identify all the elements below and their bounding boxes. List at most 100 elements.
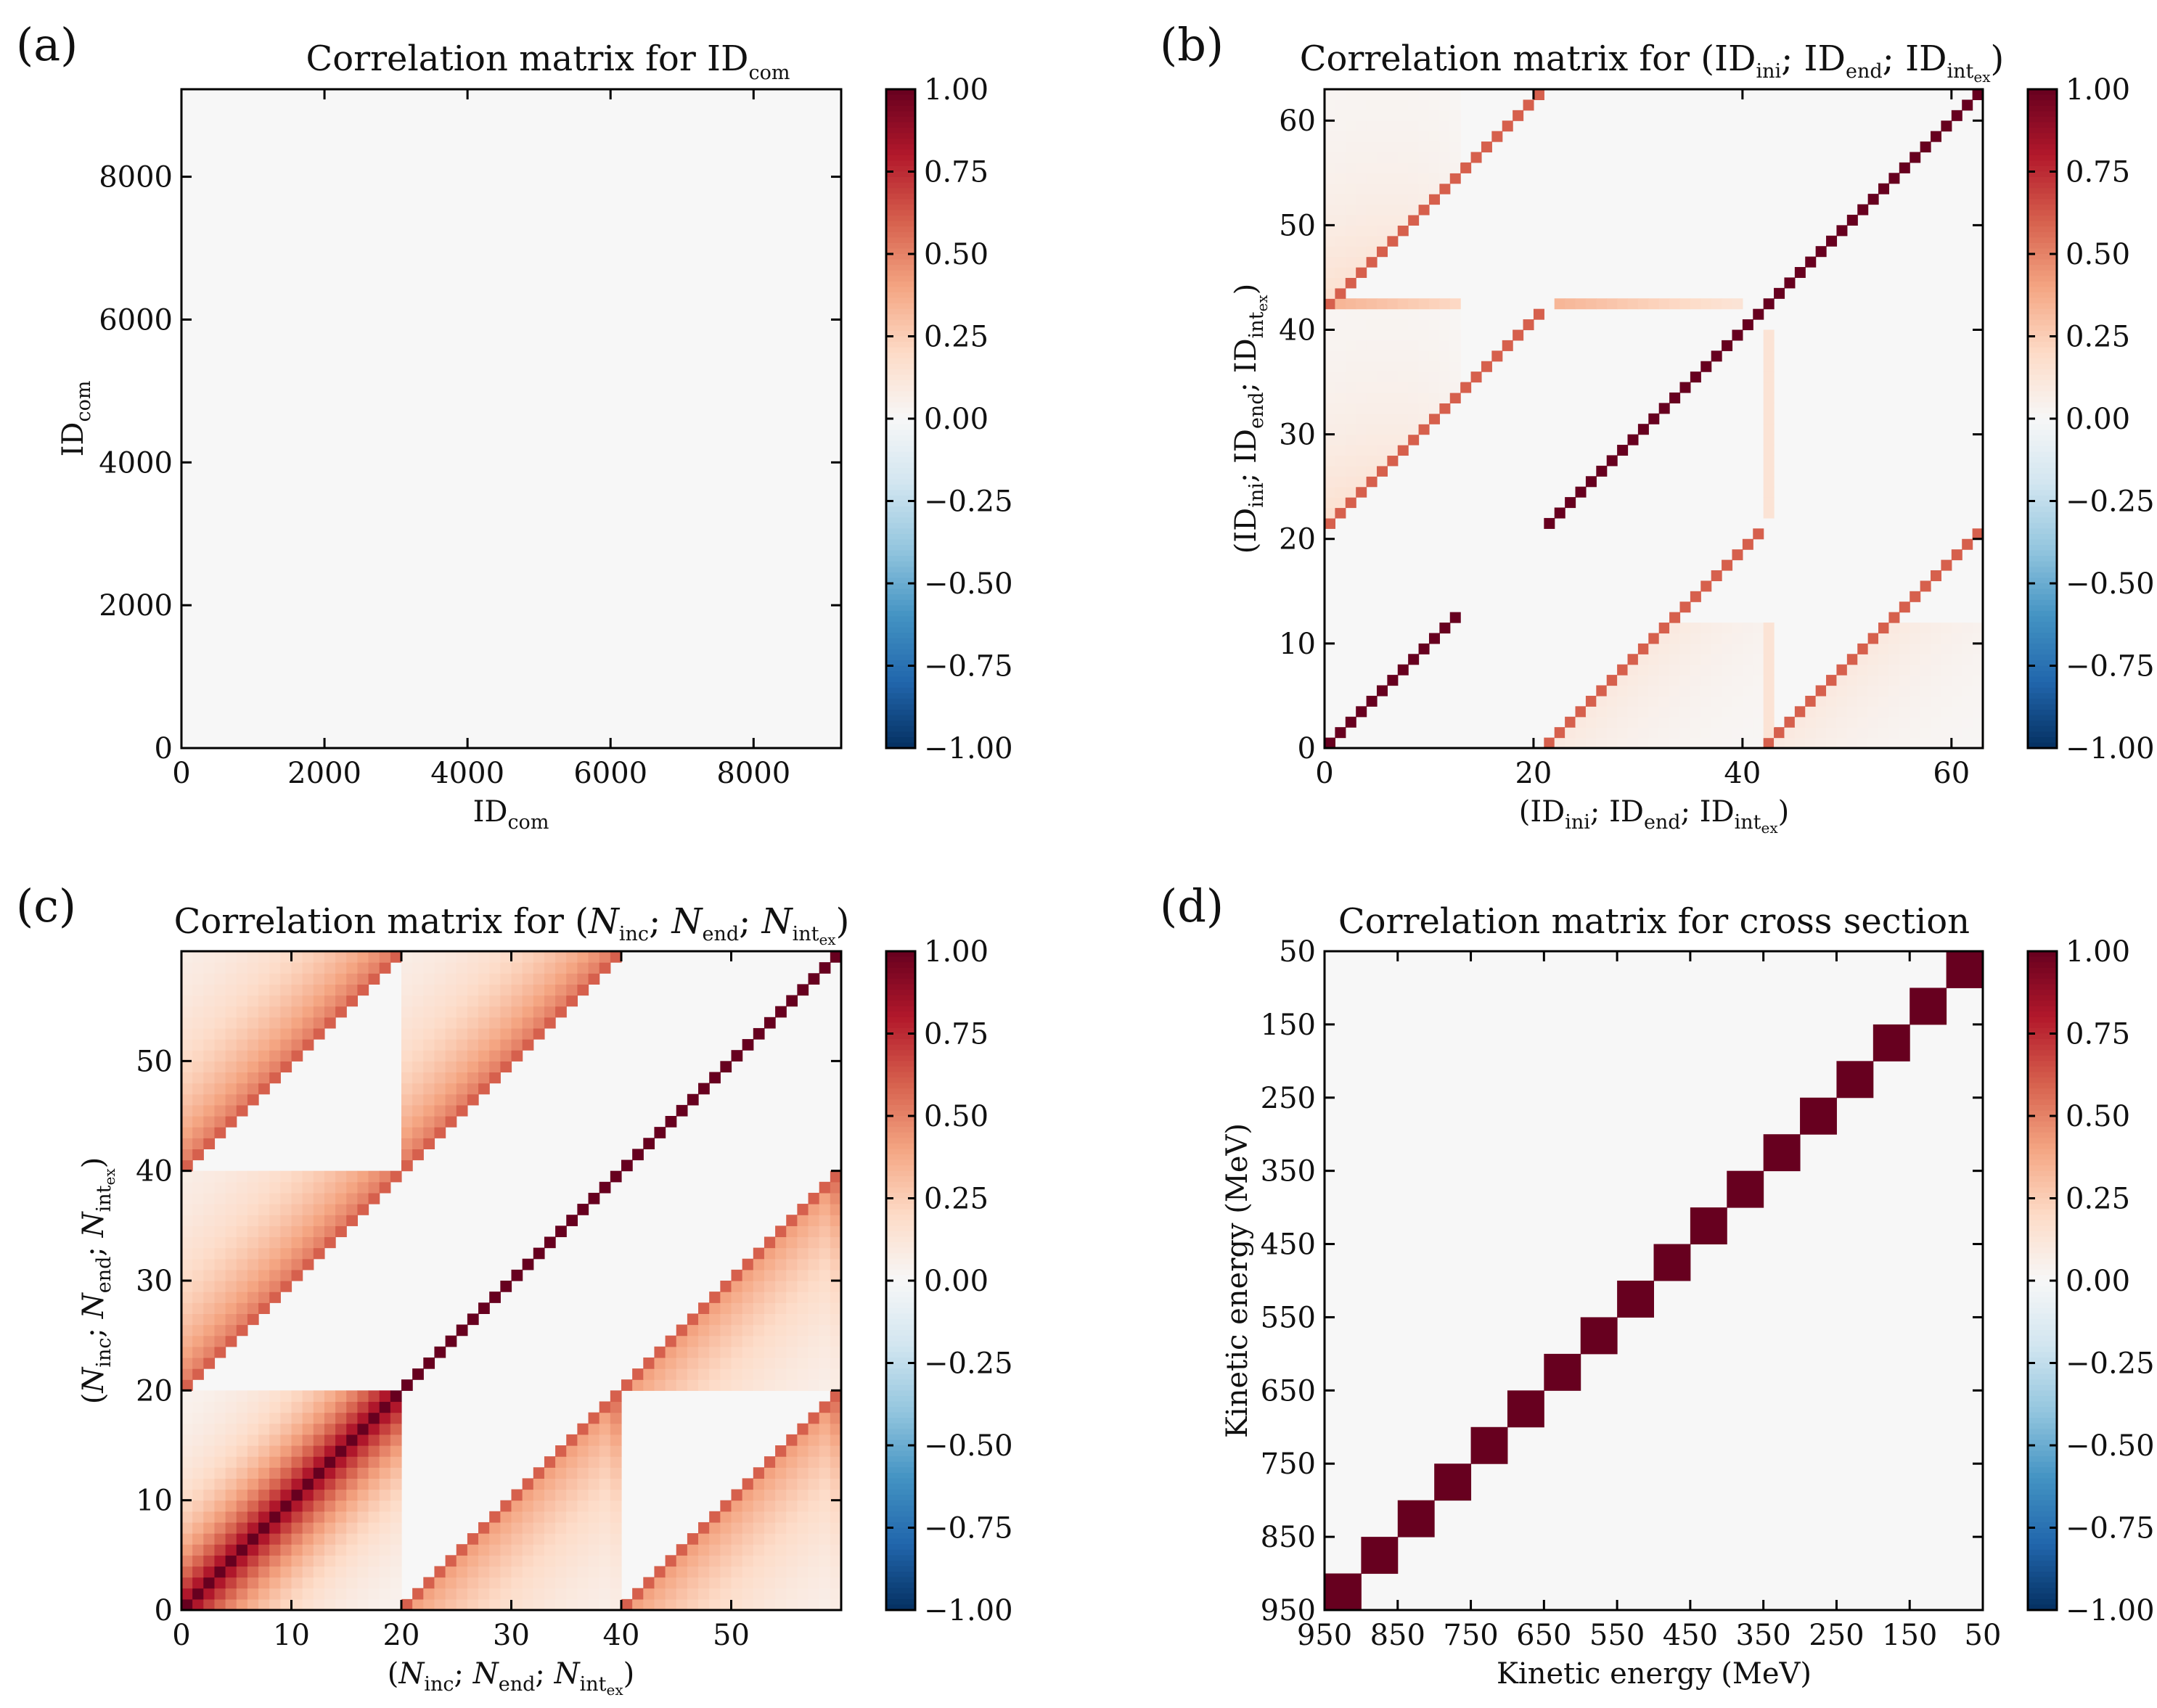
heatmap-cell bbox=[1345, 424, 1356, 435]
heatmap-cell bbox=[181, 1555, 193, 1567]
colorbar-segment bbox=[886, 654, 915, 661]
heatmap-cell bbox=[1418, 424, 1430, 435]
heatmap-cell bbox=[335, 1456, 347, 1468]
heatmap-cell bbox=[203, 1544, 216, 1556]
heatmap-cell bbox=[225, 1093, 237, 1106]
colorbar-segment bbox=[2028, 1560, 2057, 1567]
heatmap-cell bbox=[357, 973, 369, 985]
heatmap-cell bbox=[1690, 591, 1701, 602]
heatmap-cell bbox=[192, 1292, 204, 1303]
heatmap-cell bbox=[819, 1456, 831, 1468]
heatmap-cell bbox=[434, 1017, 446, 1029]
heatmap-cell bbox=[1910, 675, 1921, 686]
heatmap-cell bbox=[1690, 675, 1701, 686]
heatmap-cell bbox=[1763, 643, 1775, 654]
colorbar-segment bbox=[886, 1143, 915, 1150]
heatmap-cell bbox=[236, 1006, 248, 1018]
heatmap-cell bbox=[269, 1247, 281, 1260]
y-tick-label: 10 bbox=[136, 1485, 173, 1518]
heatmap-cell bbox=[1637, 654, 1649, 665]
colorbar-segment bbox=[2028, 237, 2057, 244]
heatmap-cell bbox=[775, 1478, 787, 1490]
heatmap-cell bbox=[1376, 141, 1388, 153]
heatmap-cell bbox=[467, 1006, 479, 1018]
heatmap-cell bbox=[1387, 214, 1399, 226]
heatmap-cell bbox=[1920, 695, 1931, 707]
colorbar-segment bbox=[2028, 528, 2057, 535]
heatmap-cell bbox=[797, 1258, 809, 1270]
heatmap-cell bbox=[456, 1104, 468, 1117]
heatmap-cell bbox=[764, 1269, 776, 1281]
heatmap-cell bbox=[1658, 695, 1670, 707]
heatmap-cell bbox=[731, 1522, 743, 1534]
heatmap-cell bbox=[1428, 131, 1440, 142]
heatmap-cell bbox=[533, 1489, 545, 1501]
heatmap-cell bbox=[1774, 737, 1785, 749]
heatmap-cell bbox=[1449, 141, 1461, 153]
heatmap-cell bbox=[1867, 675, 1879, 686]
colorbar-segment bbox=[886, 402, 915, 408]
heatmap-cell bbox=[489, 973, 501, 985]
heatmap-cell bbox=[192, 973, 204, 985]
heatmap-cell bbox=[269, 1039, 281, 1051]
heatmap-cell bbox=[1878, 737, 1890, 749]
heatmap-cell bbox=[346, 973, 358, 985]
heatmap-cell bbox=[214, 1522, 226, 1534]
colorbar-segment bbox=[2028, 1527, 2057, 1534]
heatmap-cell bbox=[830, 1412, 842, 1424]
heatmap-cell bbox=[335, 1598, 347, 1611]
x-tick-label: 550 bbox=[1589, 1619, 1645, 1652]
heatmap-cell bbox=[1941, 727, 1952, 739]
heatmap-cell bbox=[379, 1555, 391, 1567]
heatmap-cell bbox=[291, 1522, 303, 1534]
heatmap-cell bbox=[775, 1269, 787, 1281]
heatmap-cell bbox=[236, 1456, 248, 1468]
heatmap-cell bbox=[1763, 434, 1775, 446]
heatmap-cell bbox=[1408, 319, 1420, 331]
colorbar-segment bbox=[2028, 726, 2057, 733]
heatmap-cell bbox=[544, 984, 556, 996]
heatmap-cell bbox=[1335, 445, 1346, 456]
heatmap-cell bbox=[269, 1423, 281, 1435]
heatmap-cell bbox=[489, 1511, 501, 1523]
colorbar-segment bbox=[886, 165, 915, 173]
colorbar-segment bbox=[2028, 1341, 2057, 1347]
colorbar-segment bbox=[2028, 495, 2057, 502]
heatmap-cell bbox=[313, 1489, 325, 1501]
heatmap-cell bbox=[258, 951, 270, 963]
colorbar-segment bbox=[2028, 1110, 2057, 1117]
heatmap-cell bbox=[379, 1522, 391, 1534]
heatmap-cell bbox=[764, 1577, 776, 1589]
colorbar-segment bbox=[886, 550, 915, 557]
heatmap-cell bbox=[797, 1204, 809, 1215]
heatmap-cell bbox=[1356, 267, 1367, 279]
heatmap-cell bbox=[687, 1598, 699, 1611]
heatmap-cell bbox=[1763, 716, 1775, 728]
heatmap-cell bbox=[302, 1511, 314, 1523]
panel-c-label: (c) bbox=[16, 879, 76, 932]
heatmap-cell bbox=[280, 951, 292, 963]
heatmap-cell bbox=[467, 1577, 479, 1589]
colorbar-segment bbox=[2028, 1582, 2057, 1589]
heatmap-cell bbox=[203, 1269, 216, 1281]
heatmap-cell bbox=[1951, 716, 1962, 728]
heatmap-cell bbox=[302, 1555, 314, 1567]
heatmap-cell bbox=[302, 1456, 314, 1468]
colorbar-segment bbox=[2028, 594, 2057, 601]
heatmap-cell bbox=[753, 1598, 765, 1611]
colorbar-segment bbox=[2028, 1236, 2057, 1243]
heatmap-cell bbox=[808, 1423, 820, 1435]
colorbar-segment bbox=[2028, 545, 2057, 551]
heatmap-cell bbox=[555, 1489, 567, 1501]
heatmap-cell bbox=[709, 1511, 721, 1523]
heatmap-cell bbox=[1946, 951, 1984, 988]
heatmap-cell bbox=[753, 1489, 765, 1501]
heatmap-cell bbox=[324, 962, 336, 974]
heatmap-cell bbox=[203, 1566, 216, 1578]
heatmap-cell bbox=[775, 1566, 787, 1578]
colorbar-segment bbox=[2028, 325, 2057, 332]
colorbar-segment bbox=[2028, 407, 2057, 414]
colorbar-segment bbox=[886, 1209, 915, 1215]
heatmap-cell bbox=[401, 1017, 413, 1029]
